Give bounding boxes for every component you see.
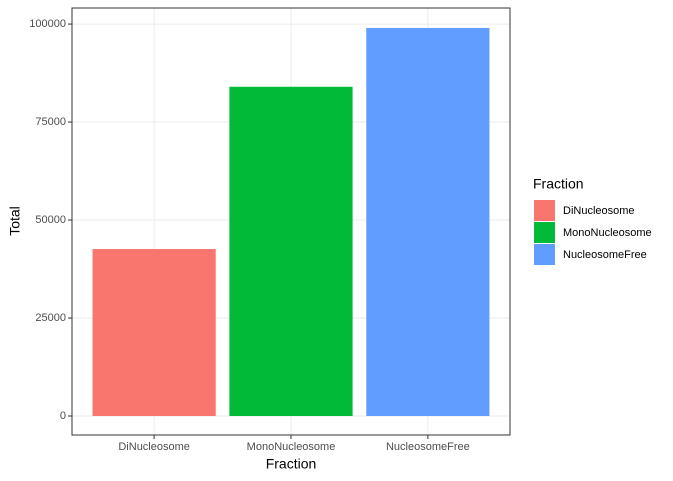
x-axis-title: Fraction — [266, 456, 317, 472]
x-tick-label: DiNucleosome — [118, 441, 190, 453]
y-tick-label: 25000 — [35, 312, 66, 324]
panel-border — [71, 7, 511, 436]
legend-key — [534, 244, 555, 265]
legend-key — [534, 200, 555, 221]
bar — [366, 27, 490, 416]
x-tick-label: NucleosomeFree — [386, 441, 470, 453]
x-tick-label: MonoNucleosome — [247, 441, 336, 453]
y-tick-label: 100000 — [29, 18, 66, 30]
y-axis-title: Total — [7, 206, 23, 236]
y-tick-label: 75000 — [35, 116, 66, 128]
legend-label: MonoNucleosome — [563, 227, 652, 239]
y-tick-label: 50000 — [35, 214, 66, 226]
legend-label: DiNucleosome — [563, 205, 635, 217]
legend-title: Fraction — [533, 176, 584, 192]
legend-label: NucleosomeFree — [563, 249, 647, 261]
bar — [92, 249, 216, 416]
legend-key — [534, 222, 555, 243]
bar — [229, 86, 353, 416]
y-tick-label: 0 — [60, 410, 66, 422]
